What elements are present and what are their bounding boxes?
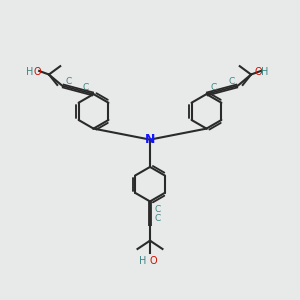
Text: C: C: [228, 77, 234, 86]
Text: C: C: [66, 77, 72, 86]
Text: H: H: [139, 256, 146, 266]
Text: O: O: [254, 67, 262, 76]
Text: C: C: [83, 83, 89, 92]
Text: H: H: [26, 67, 34, 76]
Text: H: H: [262, 67, 269, 76]
Text: C: C: [211, 83, 217, 92]
Text: O: O: [150, 256, 158, 266]
Text: N: N: [145, 133, 155, 146]
Text: O: O: [33, 67, 41, 76]
Text: C: C: [154, 205, 161, 214]
Text: C: C: [154, 214, 161, 223]
